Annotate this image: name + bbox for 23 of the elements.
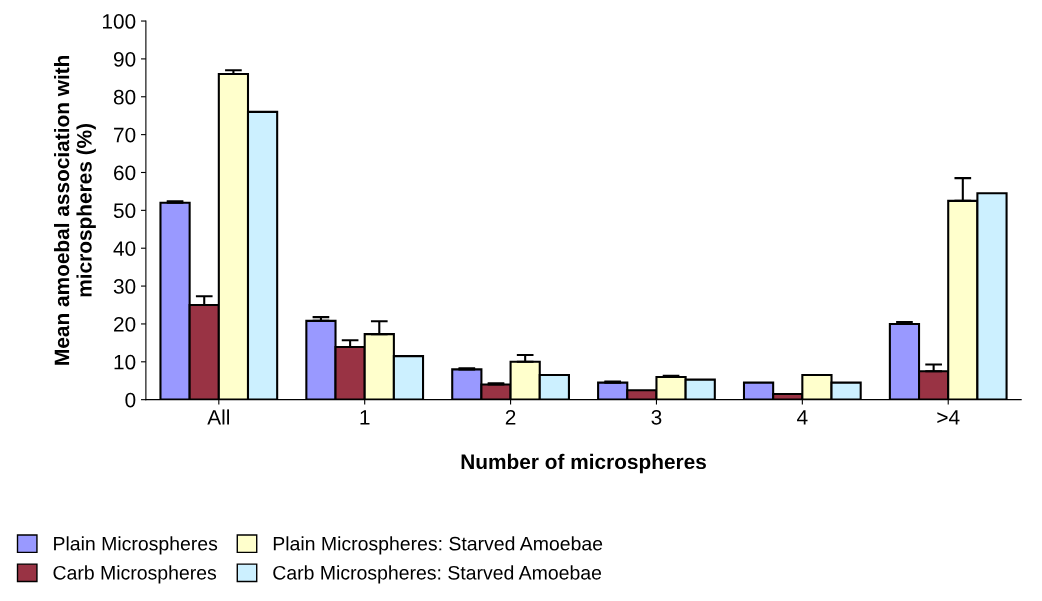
y-tick-label: 100 <box>102 14 136 29</box>
x-tick-label: 1 <box>360 410 370 425</box>
x-tick-label: All <box>207 409 229 425</box>
x-axis-title: Number of microspheres <box>461 453 706 474</box>
legend-label: Carb Microspheres <box>53 565 217 584</box>
y-tick-label: 90 <box>113 51 136 67</box>
y-tick-label: 20 <box>114 316 136 332</box>
y-tick-label: 50 <box>113 203 136 219</box>
y-axis-title: Mean amoebal association with microspheres (%) <box>53 55 96 365</box>
y-tick-label: 30 <box>113 279 136 294</box>
y-tick-label: 70 <box>114 127 136 143</box>
y-tick-label: 40 <box>113 241 136 256</box>
x-tick-label: 3 <box>651 409 662 425</box>
x-tick-label: 2 <box>505 409 516 425</box>
legend-label: Plain Microspheres: Starved Amoebae <box>273 536 603 555</box>
y-tick-label: 0 <box>125 392 136 408</box>
x-tick-label: >4 <box>937 410 960 425</box>
legend-label: Carb Microspheres: Starved Amoebae <box>273 565 602 584</box>
y-tick-label: 10 <box>114 354 136 370</box>
y-tick-label: 80 <box>113 89 136 105</box>
x-tick-label: 4 <box>797 410 808 425</box>
y-tick-label: 60 <box>114 165 136 181</box>
legend-label: Plain Microspheres <box>54 536 218 555</box>
